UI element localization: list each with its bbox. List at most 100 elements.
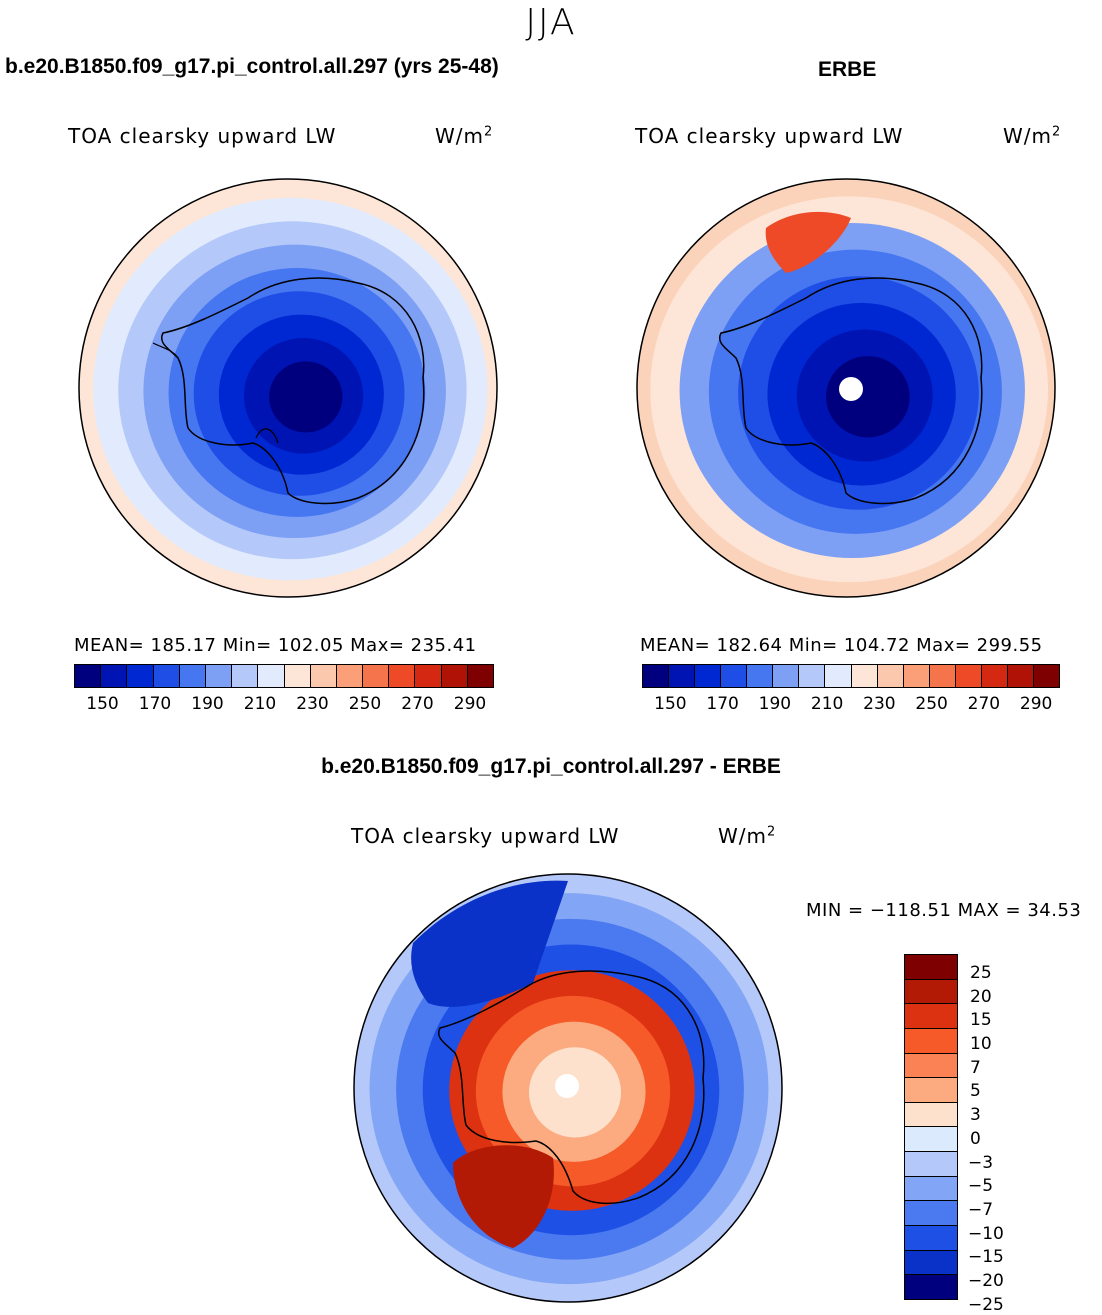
colorbar-swatch (101, 665, 128, 687)
colorbar-tick-label: −10 (968, 1223, 1004, 1244)
diff-polar-map (353, 873, 783, 1303)
model-case-title: b.e20.B1850.f09_g17.pi_control.all.297 (… (5, 55, 499, 78)
obs-polar-map (636, 178, 1056, 598)
colorbar-swatch (1033, 665, 1059, 687)
colorbar-swatch (179, 665, 206, 687)
colorbar-swatch (877, 665, 904, 687)
colorbar-tick-label: −25 (968, 1294, 1004, 1315)
colorbar-tick-label: 270 (401, 694, 434, 714)
colorbar-swatch (721, 665, 748, 687)
colorbar-swatch (905, 1028, 957, 1054)
colorbar-swatch (441, 665, 468, 687)
obs-colorbar-ticks: 150 170 190 210 230 250 270 290 (642, 694, 1060, 716)
colorbar-swatch (773, 665, 800, 687)
colorbar-tick-label: 170 (706, 694, 739, 714)
obs-variable-label: TOA clearsky upward LW (635, 124, 904, 148)
colorbar-swatch (669, 665, 696, 687)
colorbar-swatch (903, 665, 930, 687)
colorbar-tick-label: 25 (970, 962, 992, 983)
colorbar-swatch (363, 665, 390, 687)
colorbar-tick-label: 190 (191, 694, 224, 714)
colorbar-tick-label: 3 (970, 1105, 981, 1126)
colorbar-tick-label: −20 (968, 1271, 1004, 1292)
obs-missing-pole (839, 377, 863, 401)
diff-variable-label: TOA clearsky upward LW (351, 824, 620, 848)
colorbar-swatch (825, 665, 852, 687)
colorbar-swatch (643, 665, 670, 687)
model-units-label: W/m2 (435, 124, 494, 148)
season-title: JJA (525, 2, 577, 43)
colorbar-swatch (747, 665, 774, 687)
colorbar-swatch (799, 665, 826, 687)
colorbar-swatch (905, 1250, 957, 1276)
colorbar-tick-label: 170 (138, 694, 172, 714)
model-variable-label: TOA clearsky upward LW (68, 124, 337, 148)
obs-stats: MEAN= 182.64 Min= 104.72 Max= 299.55 (640, 635, 1043, 656)
colorbar-tick-label: 10 (970, 1034, 992, 1055)
obs-case-title: ERBE (818, 58, 877, 81)
colorbar-swatch (905, 1102, 957, 1128)
colorbar-swatch (336, 665, 364, 687)
colorbar-tick-label: 230 (863, 694, 896, 714)
colorbar-tick-label: 0 (970, 1128, 981, 1149)
colorbar-swatch (127, 665, 154, 687)
colorbar-swatch (695, 665, 722, 687)
diff-coastline (438, 970, 705, 1205)
diff-colorbar-ticks: 25 20 15 10 7 5 3 0 −3 −5 −7 −10 −15 −20 −25 (968, 954, 1028, 1315)
colorbar-swatch (905, 955, 957, 980)
colorbar-swatch (905, 1226, 957, 1251)
colorbar-tick-label: −7 (968, 1199, 994, 1220)
colorbar-swatch (905, 1176, 957, 1202)
obs-colorbar (642, 664, 1060, 688)
colorbar-tick-label: 20 (970, 986, 992, 1007)
colorbar-tick-label: 190 (758, 694, 792, 714)
colorbar-swatch (905, 979, 957, 1005)
colorbar-tick-label: 270 (967, 694, 1001, 714)
colorbar-swatch (232, 665, 259, 687)
colorbar-tick-label: 15 (970, 1010, 992, 1031)
colorbar-swatch (905, 1053, 957, 1079)
diff-missing-pole (555, 1074, 579, 1098)
colorbar-swatch (310, 665, 337, 687)
diff-stats: MIN = −118.51 MAX = 34.53 (806, 900, 1082, 921)
colorbar-tick-label: −3 (968, 1152, 994, 1173)
diff-positive-region (453, 1145, 554, 1248)
contour-band (269, 361, 343, 433)
colorbar-swatch (75, 665, 102, 687)
colorbar-tick-label: 250 (348, 694, 382, 714)
colorbar-swatch (905, 1078, 957, 1103)
obs-hotspot-region (765, 211, 851, 273)
colorbar-swatch (1007, 665, 1034, 687)
colorbar-swatch (955, 665, 982, 687)
colorbar-swatch (389, 665, 416, 687)
colorbar-swatch (415, 665, 442, 687)
colorbar-tick-label: 210 (810, 694, 844, 714)
colorbar-swatch (467, 665, 493, 687)
colorbar-tick-label: −5 (968, 1176, 994, 1197)
colorbar-tick-label: 150 (654, 694, 687, 714)
model-contour-fill (79, 179, 497, 597)
diff-case-title: b.e20.B1850.f09_g17.pi_control.all.297 -… (321, 755, 781, 778)
model-colorbar (74, 664, 494, 688)
model-coastline (161, 277, 425, 505)
colorbar-tick-label: 230 (296, 694, 329, 714)
colorbar-tick-label: 5 (970, 1081, 981, 1102)
model-stats: MEAN= 185.17 Min= 102.05 Max= 235.41 (74, 635, 477, 656)
colorbar-swatch (981, 665, 1008, 687)
colorbar-swatch (905, 1201, 957, 1227)
diff-colorbar (904, 954, 958, 1300)
diff-units-label: W/m2 (718, 824, 777, 848)
diff-negative-region (411, 880, 568, 1007)
colorbar-tick-label: 210 (243, 694, 277, 714)
colorbar-swatch (284, 665, 311, 687)
colorbar-swatch (929, 665, 956, 687)
colorbar-tick-label: 290 (1019, 694, 1053, 714)
colorbar-swatch (851, 665, 878, 687)
model-polar-map (78, 178, 498, 598)
model-colorbar-ticks: 150 170 190 210 230 250 270 290 (74, 694, 494, 716)
colorbar-tick-label: 290 (453, 694, 487, 714)
colorbar-swatch (905, 1127, 957, 1153)
colorbar-tick-label: 150 (86, 694, 119, 714)
colorbar-swatch (153, 665, 180, 687)
colorbar-tick-label: −15 (968, 1247, 1004, 1268)
